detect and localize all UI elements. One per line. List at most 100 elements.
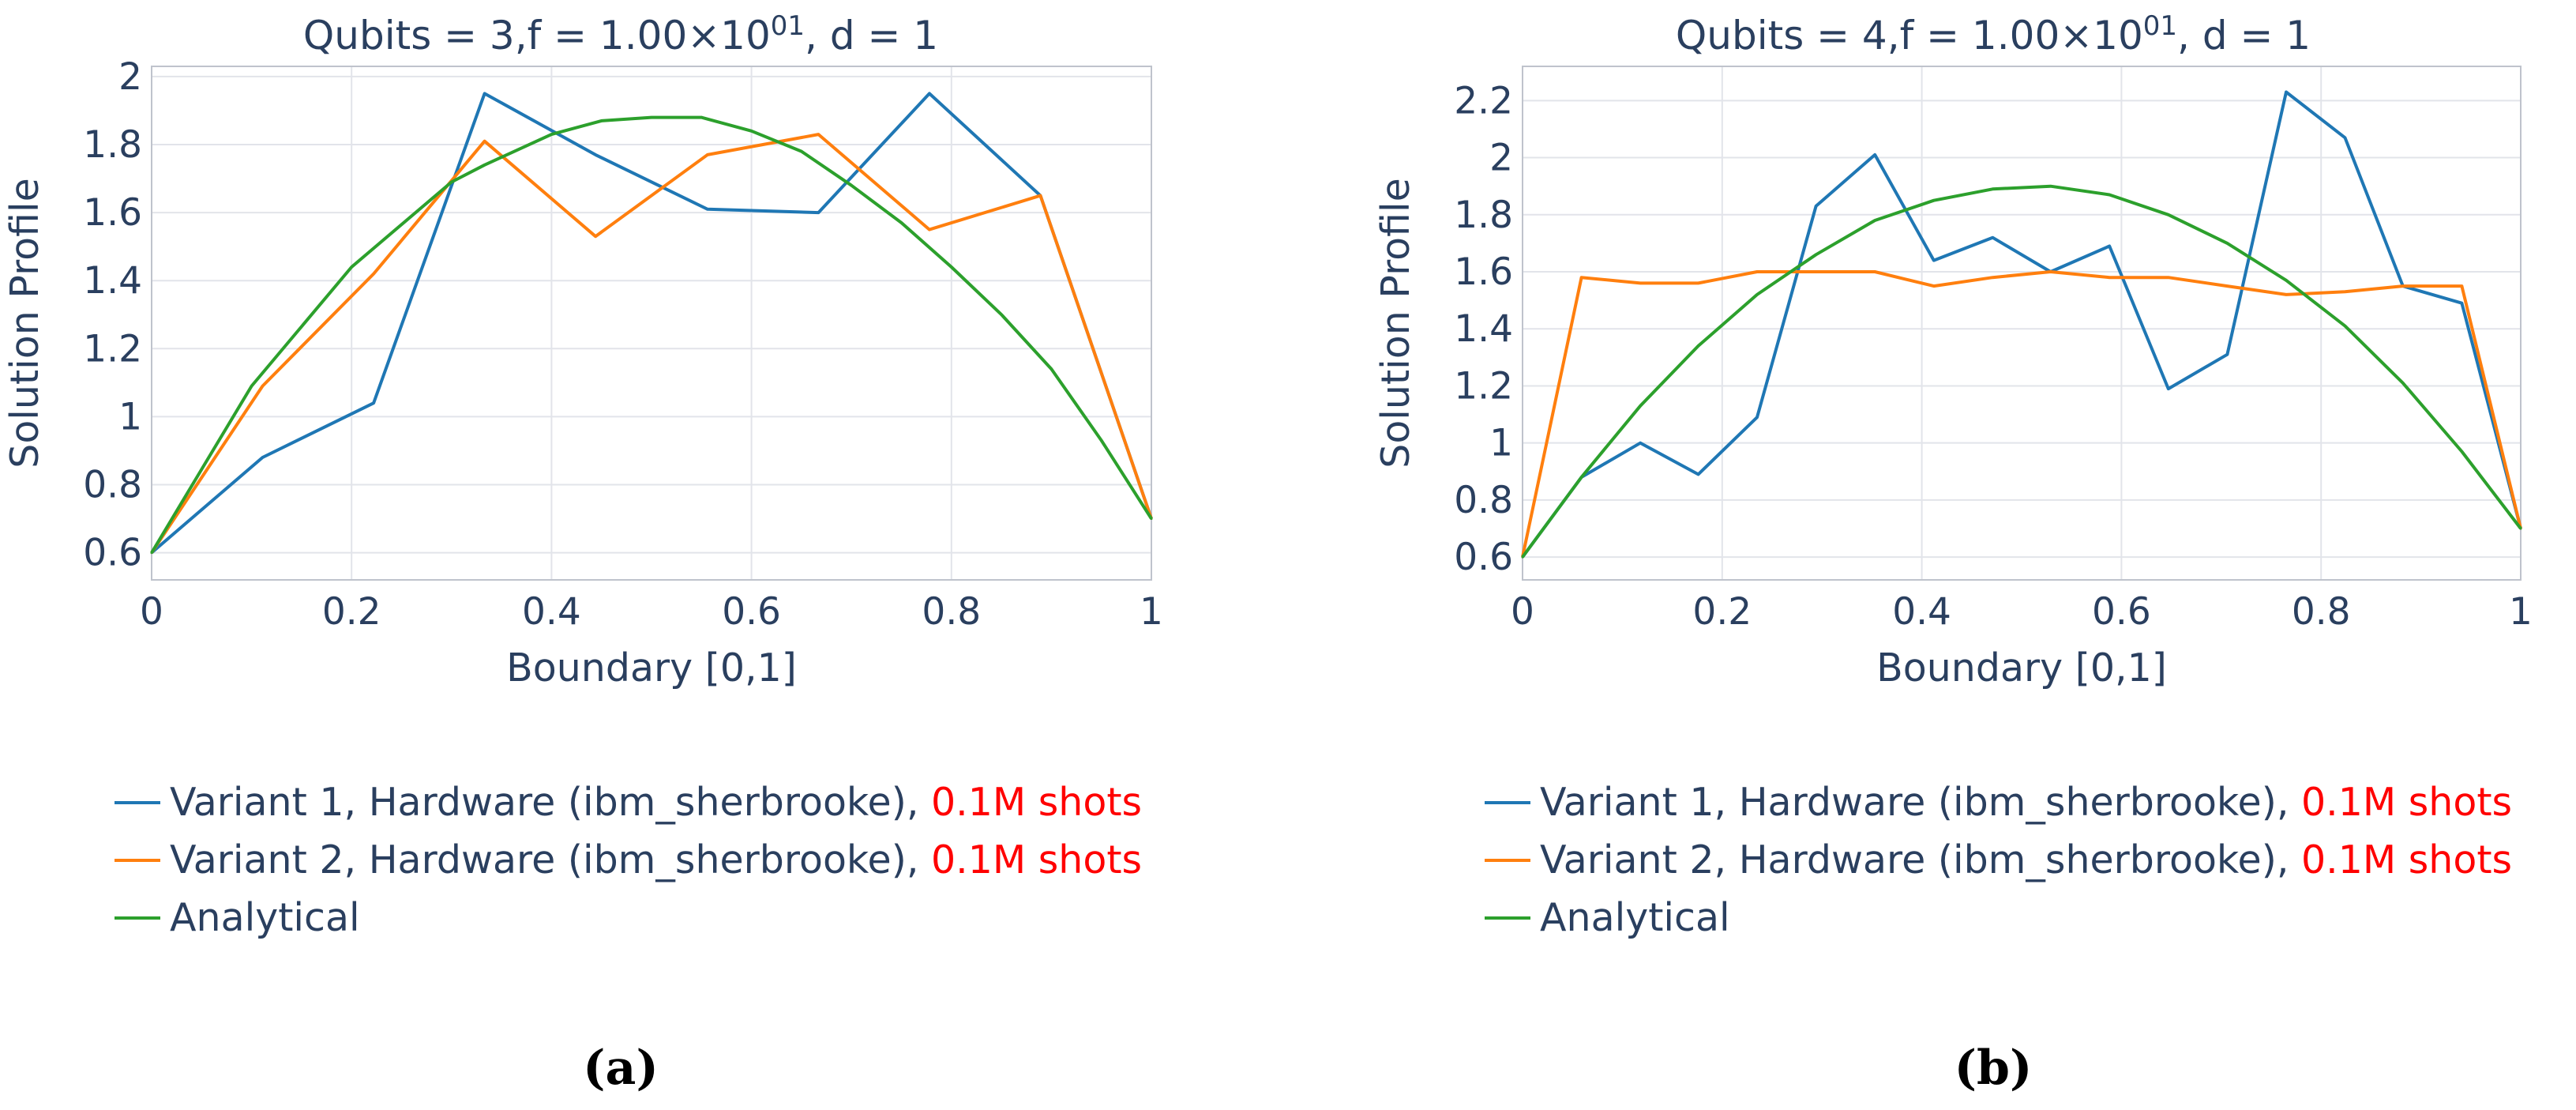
- data-point-variant2: [1873, 270, 1876, 273]
- y-tick-label: 1.6: [1454, 250, 1513, 294]
- data-point-analytical: [2401, 382, 2405, 385]
- data-point-variant2: [1756, 270, 1759, 273]
- data-point-variant2: [372, 273, 375, 276]
- legend-label-variant2: Variant 2, Hardware (ibm_sherbrooke), 0.…: [1540, 837, 2512, 882]
- data-point-variant2: [2167, 276, 2170, 279]
- data-point-variant2: [594, 235, 597, 238]
- data-point-analytical: [1815, 253, 1818, 256]
- data-point-variant1: [2285, 91, 2288, 93]
- data-point-variant1: [1991, 236, 1994, 239]
- legend-label-variant1: Variant 1, Hardware (ibm_sherbrooke), 0.…: [170, 780, 1142, 825]
- data-point-variant2: [1580, 276, 1583, 279]
- data-point-variant1: [261, 456, 265, 459]
- legend-label-analytical: Analytical: [1540, 895, 1730, 940]
- data-point-analytical: [350, 265, 353, 269]
- data-point-variant1: [1873, 153, 1876, 156]
- data-point-analytical: [1521, 555, 1524, 559]
- data-point-variant1: [817, 211, 820, 214]
- x-tick-label: 0.6: [2092, 590, 2151, 634]
- y-tick-label: 0.6: [1454, 536, 1513, 579]
- legend-label-variant2: Variant 2, Hardware (ibm_sherbrooke), 0.…: [170, 837, 1142, 882]
- data-point-variant2: [2460, 284, 2463, 288]
- data-point-analytical: [650, 116, 653, 119]
- chart-panel-1: 0 0.2 0.4 0.6 0.8 1 0.6 0.8 1 1.2 1.4 1.6 1.8 2 Qubits…: [2, 10, 1163, 1096]
- data-point-variant1: [706, 208, 709, 211]
- x-axis-title: Boundary [0,1]: [506, 645, 797, 690]
- data-point-variant1: [2108, 245, 2111, 247]
- y-tick-label: 2.2: [1454, 79, 1513, 122]
- plot-frame: [151, 66, 1152, 581]
- x-tick-label: 0.4: [522, 590, 581, 634]
- data-point-analytical: [850, 184, 853, 187]
- y-tick-label: 0.8: [1454, 479, 1513, 522]
- data-point-variant2: [1696, 281, 1699, 284]
- y-tick-label: 1.4: [1454, 307, 1513, 351]
- y-tick-label: 1.8: [1454, 194, 1513, 237]
- data-point-analytical: [800, 150, 803, 153]
- x-axis-title: Boundary [0,1]: [1876, 645, 2167, 690]
- y-tick-label: 1.6: [83, 191, 142, 235]
- data-point-analytical: [2049, 185, 2052, 188]
- y-tick-label: 1.2: [1454, 364, 1513, 408]
- data-point-analytical: [1000, 313, 1003, 316]
- data-point-variant2: [928, 228, 931, 231]
- data-point-variant2: [706, 153, 709, 156]
- x-tick-label: 0: [140, 590, 163, 634]
- y-axis-title: Solution Profile: [1373, 178, 1418, 468]
- panel-label: (b): [1955, 1040, 2033, 1096]
- data-point-variant2: [1815, 270, 1818, 273]
- data-point-variant2: [261, 385, 265, 388]
- data-point-variant1: [2167, 387, 2170, 390]
- data-point-variant1: [372, 401, 375, 404]
- data-point-analytical: [1873, 219, 1876, 222]
- data-point-analytical: [750, 130, 753, 133]
- data-point-variant1: [2225, 353, 2229, 356]
- legend-label-variant1: Variant 1, Hardware (ibm_sherbrooke), 0.…: [1540, 780, 2512, 825]
- data-point-analytical: [1150, 517, 1153, 521]
- data-point-variant1: [1756, 416, 1759, 419]
- data-point-variant2: [817, 133, 820, 136]
- data-point-analytical: [1991, 187, 1994, 190]
- data-point-analytical: [2285, 279, 2288, 282]
- plot-frame: [1522, 66, 2522, 581]
- y-tick-label: 1.8: [83, 123, 142, 167]
- data-point-analytical: [2108, 194, 2111, 196]
- data-point-analytical: [1639, 404, 1642, 408]
- series-line-variant1: [150, 92, 1153, 555]
- data-point-variant2: [1932, 284, 1936, 288]
- chart-panel-2: 0 0.2 0.4 0.6 0.8 1 0.6 0.8 1 1.2 1.4 1.6 1.8 2 2.2 Qub…: [1373, 10, 2533, 1096]
- data-point-analytical: [950, 265, 953, 269]
- y-tick-label: 0.6: [83, 532, 142, 575]
- data-point-analytical: [2460, 450, 2463, 453]
- y-tick-label: 1: [118, 395, 142, 438]
- chart-title: Qubits = 4,f = 1.00×1001, d = 1: [1676, 10, 2311, 58]
- data-point-analytical: [1932, 199, 1936, 202]
- data-point-variant2: [2108, 276, 2111, 279]
- data-point-analytical: [2519, 527, 2522, 530]
- y-tick-label: 2: [118, 55, 142, 99]
- data-point-variant2: [2049, 270, 2052, 273]
- data-point-variant1: [1932, 259, 1936, 262]
- data-point-analytical: [250, 385, 253, 388]
- data-point-variant2: [483, 140, 486, 143]
- data-point-analytical: [1580, 476, 1583, 479]
- x-tick-label: 1: [1140, 590, 1163, 634]
- series-line-variant2: [150, 133, 1153, 554]
- data-point-variant2: [1639, 281, 1642, 284]
- data-point-analytical: [1050, 367, 1053, 371]
- data-point-analytical: [600, 119, 603, 122]
- data-point-variant2: [2285, 293, 2288, 296]
- data-point-analytical: [1696, 344, 1699, 348]
- y-tick-label: 1: [1489, 422, 1513, 465]
- y-tick-label: 0.8: [83, 463, 142, 506]
- data-point-variant2: [1991, 276, 1994, 279]
- data-point-variant1: [2344, 136, 2347, 139]
- y-tick-label: 1.4: [83, 259, 142, 303]
- data-point-variant2: [2401, 284, 2405, 288]
- series-line-analytical: [150, 115, 1153, 554]
- data-point-variant2: [2225, 284, 2229, 288]
- x-tick-label: 0.2: [322, 590, 381, 634]
- x-tick-label: 0.6: [722, 590, 781, 634]
- y-tick-label: 2: [1489, 137, 1513, 180]
- data-point-analytical: [483, 164, 486, 167]
